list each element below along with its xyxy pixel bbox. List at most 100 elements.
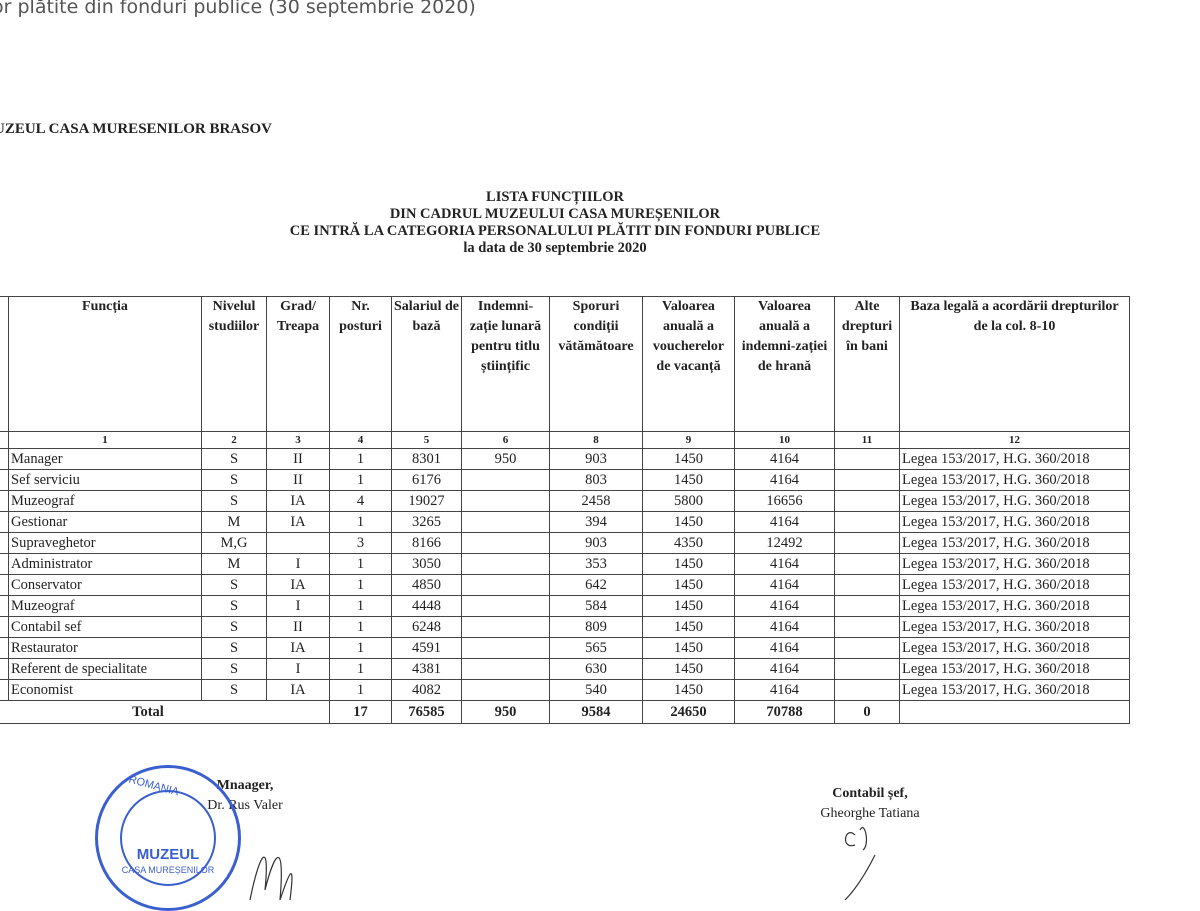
table-cell: 4381 — [391, 658, 462, 680]
table-cell: S — [201, 616, 267, 638]
table-cell: Contabil sef — [8, 616, 202, 638]
table-cell — [461, 595, 550, 617]
table-cell: 1450 — [642, 553, 735, 575]
table-cell: 1 — [329, 658, 392, 680]
table-cell: Restaurator — [8, 637, 202, 659]
total-sporuri: 9584 — [549, 700, 643, 724]
table-cell — [461, 490, 550, 512]
table-cell: 1 — [329, 448, 392, 470]
table-cell: 4164 — [734, 574, 835, 596]
table-cell: IA — [266, 574, 330, 596]
table-cell: Administrator — [8, 553, 202, 575]
table-cell: II — [266, 448, 330, 470]
table-cell: 2 — [0, 469, 9, 491]
table-cell: Legea 153/2017, H.G. 360/2018 — [899, 511, 1130, 533]
table-cell: 1450 — [642, 616, 735, 638]
column-number: 11 — [834, 431, 900, 449]
accountant-role: Contabil șef, — [832, 786, 908, 801]
table-cell: 540 — [549, 679, 643, 701]
table-cell: IA — [266, 511, 330, 533]
table-cell: Muzeograf — [8, 595, 202, 617]
table-cell: 1 — [329, 553, 392, 575]
table-cell — [834, 574, 900, 596]
table-cell — [461, 679, 550, 701]
table-cell: 4082 — [391, 679, 462, 701]
total-hrana: 70788 — [734, 700, 835, 724]
table-cell: 1450 — [642, 511, 735, 533]
table-cell: 1450 — [642, 574, 735, 596]
table-cell: Referent de specialitate — [8, 658, 202, 680]
table-cell: 11 — [0, 658, 9, 680]
table-cell: S — [201, 595, 267, 617]
table-cell: Legea 153/2017, H.G. 360/2018 — [899, 532, 1130, 554]
table-cell: 4350 — [642, 532, 735, 554]
table-cell: 1 — [329, 679, 392, 701]
table-cell: 584 — [549, 595, 643, 617]
manager-handwritten-signature — [249, 856, 293, 900]
column-header: Baza legală a acordării drepturilor de l… — [899, 296, 1130, 432]
table-cell: Legea 153/2017, H.G. 360/2018 — [899, 616, 1130, 638]
table-cell: S — [201, 679, 267, 701]
table-cell: 4164 — [734, 658, 835, 680]
table-cell: Legea 153/2017, H.G. 360/2018 — [899, 637, 1130, 659]
table-cell: 4164 — [734, 469, 835, 491]
table-cell — [834, 616, 900, 638]
table-cell: Legea 153/2017, H.G. 360/2018 — [899, 595, 1130, 617]
table-cell — [461, 637, 550, 659]
table-cell: IA — [266, 679, 330, 701]
table-cell: 4448 — [391, 595, 462, 617]
table-cell: Legea 153/2017, H.G. 360/2018 — [899, 658, 1130, 680]
table-cell: Legea 153/2017, H.G. 360/2018 — [899, 553, 1130, 575]
table-cell — [266, 532, 330, 554]
table-cell: 1 — [329, 637, 392, 659]
table-cell: 4164 — [734, 679, 835, 701]
table-cell: 4164 — [734, 595, 835, 617]
table-cell — [834, 658, 900, 680]
table-cell — [834, 553, 900, 575]
table-cell: S — [201, 637, 267, 659]
table-cell: M — [201, 511, 267, 533]
table-cell: 2458 — [549, 490, 643, 512]
table-cell: 4591 — [391, 637, 462, 659]
page-title: or plătite din fonduri publice (30 septe… — [0, 0, 476, 18]
table-cell: Muzeograf — [8, 490, 202, 512]
table-cell — [834, 490, 900, 512]
table-cell: II — [266, 469, 330, 491]
table-cell: I — [266, 595, 330, 617]
table-cell: 630 — [549, 658, 643, 680]
table-cell — [834, 679, 900, 701]
table-cell: 9 — [0, 616, 9, 638]
table-cell: M,G — [201, 532, 267, 554]
table-cell — [461, 469, 550, 491]
table-cell: 4164 — [734, 553, 835, 575]
table-cell: 4164 — [734, 511, 835, 533]
table-cell: 903 — [549, 448, 643, 470]
column-number: 10 — [734, 431, 835, 449]
table-cell: Gestionar — [8, 511, 202, 533]
table-cell: 1 — [329, 574, 392, 596]
column-header: Grad/ Treapa — [266, 296, 330, 432]
table-cell: 1450 — [642, 637, 735, 659]
table-cell: 12492 — [734, 532, 835, 554]
table-cell: 3 — [329, 532, 392, 554]
column-number — [0, 431, 9, 449]
table-cell: Sef serviciu — [8, 469, 202, 491]
table-cell: Legea 153/2017, H.G. 360/2018 — [899, 490, 1130, 512]
accountant-signature: Contabil șef, Gheorghe Tatiana — [800, 784, 940, 824]
column-header: Alte drepturi în bani — [834, 296, 900, 432]
table-cell: 1450 — [642, 679, 735, 701]
title-line: LISTA FUNCȚIILOR — [486, 189, 624, 205]
table-cell: S — [201, 448, 267, 470]
table-cell — [461, 574, 550, 596]
table-cell: 4850 — [391, 574, 462, 596]
title-line: CE INTRĂ LA CATEGORIA PERSONALULUI PLĂTI… — [289, 223, 821, 239]
title-line: la data de 30 septembrie 2020 — [463, 240, 647, 256]
table-cell: 1450 — [642, 469, 735, 491]
table-cell — [461, 532, 550, 554]
table-cell: 16656 — [734, 490, 835, 512]
